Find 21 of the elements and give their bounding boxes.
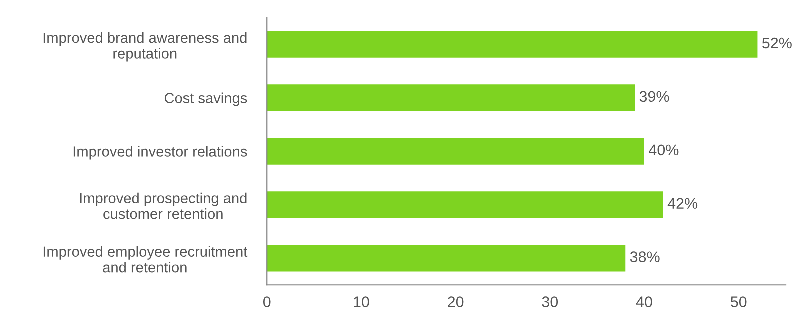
y-tick-label: Improved prospecting and customer retention	[80, 192, 247, 220]
bar	[267, 138, 644, 165]
x-tick-label: 50	[730, 296, 747, 308]
x-tick-label: 30	[542, 296, 558, 308]
y-tick-label: Improved brand awareness and reputation	[44, 32, 247, 62]
data-label: 39%	[640, 91, 670, 102]
data-label: 42%	[668, 198, 698, 209]
y-tick-label: Improved investor relations	[74, 146, 248, 160]
x-tick-label: 10	[354, 296, 370, 308]
bar	[267, 84, 636, 112]
bar	[267, 192, 664, 218]
y-tick-label: Improved employee recruitment and retention	[44, 246, 248, 273]
bar	[267, 31, 758, 58]
y-tick-label: Cost savings	[164, 92, 248, 106]
x-tick-label: 0	[263, 296, 271, 308]
x-tick-label: 40	[636, 296, 652, 308]
x-tick-label: 20	[448, 296, 464, 308]
data-label: 52%	[762, 38, 792, 49]
data-label: 40%	[649, 144, 679, 156]
data-label: 38%	[630, 252, 660, 262]
bar	[267, 245, 626, 272]
